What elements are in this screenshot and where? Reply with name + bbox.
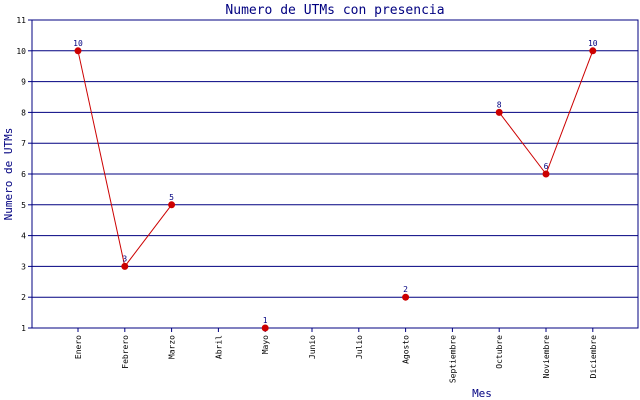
x-tick-label-marzo: Marzo <box>168 335 177 359</box>
data-label-agosto: 2 <box>403 285 408 294</box>
x-tick-label-septiembre: Septiembre <box>448 335 457 383</box>
y-tick-label-3: 3 <box>21 262 26 271</box>
series <box>74 47 597 332</box>
data-label-diciembre: 10 <box>588 39 598 48</box>
data-point-octubre <box>495 108 503 116</box>
data-label-febrero: 3 <box>122 254 127 263</box>
x-tick-label-diciembre: Diciembre <box>589 335 598 379</box>
y-tick-label-9: 9 <box>21 78 26 87</box>
y-tick-label-4: 4 <box>21 232 26 241</box>
x-tick-label-febrero: Febrero <box>121 335 130 369</box>
x-tick-label-octubre: Octubre <box>495 335 504 369</box>
data-label-marzo: 5 <box>169 193 174 202</box>
y-tick-label-7: 7 <box>21 139 26 148</box>
data-label-octubre: 8 <box>497 100 502 109</box>
x-tick-label-junio: Junio <box>308 335 317 359</box>
x-tick-label-enero: Enero <box>74 335 83 359</box>
y-tick-label-1: 1 <box>21 324 26 333</box>
series-segment-1 <box>124 204 172 267</box>
data-label-mayo: 1 <box>263 316 268 325</box>
data-point-diciembre <box>589 47 597 55</box>
y-tick-label-10: 10 <box>16 47 26 56</box>
x-axis-label: Mes <box>472 387 492 400</box>
data-labels: 10 3 5 1 2 8 6 10 <box>73 39 598 325</box>
data-point-agosto <box>402 293 410 301</box>
y-axis-label: Numero de UTMs <box>2 128 15 221</box>
y-tick-label-6: 6 <box>21 170 26 179</box>
y-tick-label-11: 11 <box>16 16 26 25</box>
series-segment-10 <box>545 50 594 175</box>
y-tick-label-5: 5 <box>21 201 26 210</box>
data-point-marzo <box>168 201 176 209</box>
x-tick-label-noviembre: Noviembre <box>542 335 551 379</box>
y-tick-label-2: 2 <box>21 293 26 302</box>
x-tick-label-julio: Julio <box>355 335 364 359</box>
x-tick-label-mayo: Mayo <box>261 335 270 354</box>
series-segment-9 <box>498 112 547 175</box>
data-point-enero <box>74 47 82 55</box>
series-segment-0 <box>77 50 126 267</box>
data-point-mayo <box>261 324 269 332</box>
x-axis-ticks: Enero Febrero Marzo Abril Mayo Junio Julio Agos… <box>74 328 598 383</box>
y-tick-label-8: 8 <box>21 108 26 117</box>
chart-title: Numero de UTMs con presencia <box>225 3 444 18</box>
data-label-noviembre: 6 <box>544 162 549 171</box>
data-point-febrero <box>121 262 129 270</box>
x-tick-label-agosto: Agosto <box>402 335 411 364</box>
y-axis-ticks: 1 2 3 4 5 6 7 8 9 10 11 <box>16 16 32 333</box>
data-label-enero: 10 <box>73 39 83 48</box>
data-point-noviembre <box>542 170 550 178</box>
grid <box>31 19 639 329</box>
x-tick-label-abril: Abril <box>214 335 223 359</box>
